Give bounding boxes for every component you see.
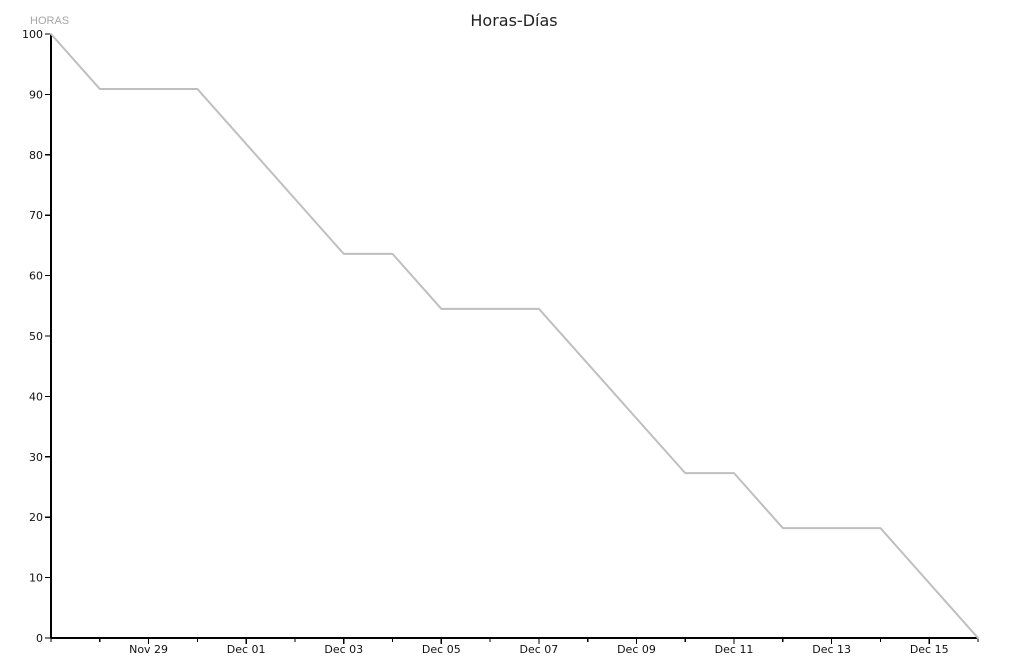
y-axis-label: HORAS [30,15,69,27]
y-tick-label: 100 [22,28,43,41]
y-tick-label: 80 [29,149,43,162]
x-tick-label: Dec 15 [910,643,949,656]
x-tick-label: Nov 29 [129,643,168,656]
x-tick-label: Dec 01 [227,643,266,656]
chart-title: Horas-Días [470,11,557,30]
x-tick-label: Dec 11 [715,643,754,656]
y-tick-label: 40 [29,390,43,403]
x-tick-label: Dec 13 [812,643,851,656]
y-tick-label: 10 [29,572,43,585]
x-tick-label: Dec 07 [520,643,559,656]
x-tick-label: Dec 05 [422,643,461,656]
y-tick-label: 0 [36,632,43,645]
series-layer [50,33,979,639]
y-axis-ticks: 0 10 20 30 40 50 60 70 80 90 100 [22,28,51,645]
y-tick-label: 60 [29,270,43,283]
y-tick-label: 90 [29,88,43,101]
y-tick-label: 30 [29,451,43,464]
x-axis-ticks: Nov 29 Dec 01 Dec 03 Dec 05 Dec 07 Dec 09 Dec … [50,638,979,656]
y-tick-label: 20 [29,511,43,524]
x-tick-label: Dec 03 [324,643,363,656]
y-tick-label: 70 [29,209,43,222]
x-tick-label: Dec 09 [617,643,656,656]
y-tick-label: 50 [29,330,43,343]
series-line [50,33,979,639]
